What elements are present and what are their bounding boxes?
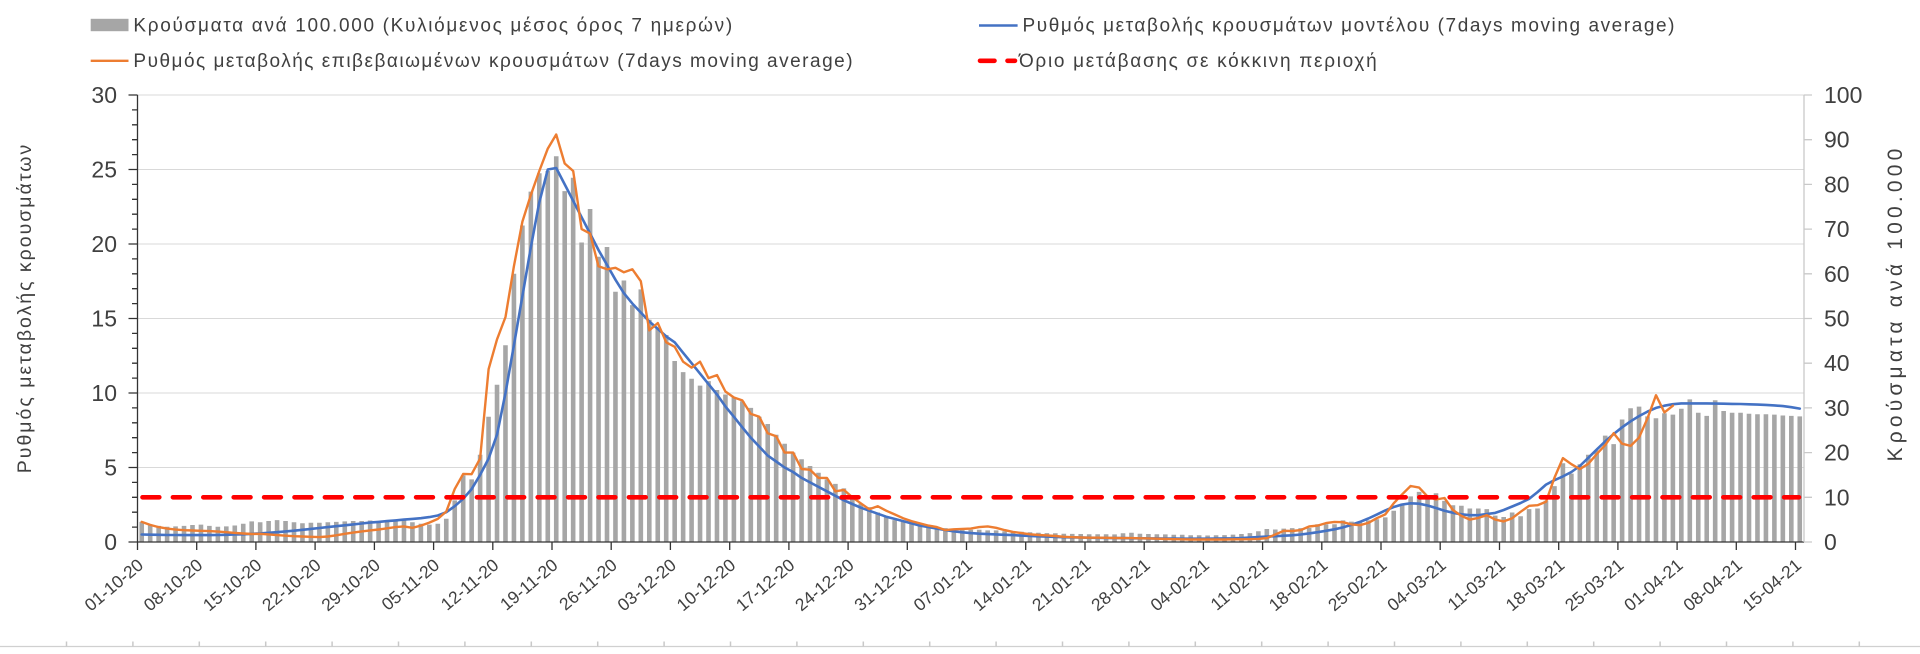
svg-text:25: 25 bbox=[91, 157, 117, 183]
svg-text:30: 30 bbox=[1824, 395, 1850, 421]
svg-text:0: 0 bbox=[104, 529, 117, 555]
svg-text:5: 5 bbox=[104, 455, 117, 481]
svg-text:0: 0 bbox=[1824, 529, 1837, 555]
svg-text:10: 10 bbox=[91, 380, 117, 406]
svg-text:Ρυθμός μεταβολής κρουσμάτων: Ρυθμός μεταβολής κρουσμάτων bbox=[14, 143, 36, 473]
svg-text:90: 90 bbox=[1824, 127, 1850, 153]
svg-text:20: 20 bbox=[1824, 440, 1850, 466]
svg-text:Όριο μετάβασης σε κόκκινη περι: Όριο μετάβασης σε κόκκινη περιοχή bbox=[1018, 51, 1378, 72]
svg-text:50: 50 bbox=[1824, 306, 1850, 332]
svg-text:10: 10 bbox=[1824, 484, 1850, 510]
svg-text:80: 80 bbox=[1824, 171, 1850, 197]
svg-text:40: 40 bbox=[1824, 350, 1850, 376]
svg-text:Κρούσματα ανά 100.000: Κρούσματα ανά 100.000 bbox=[1884, 144, 1907, 461]
svg-text:30: 30 bbox=[91, 82, 117, 108]
svg-text:Κρούσματα ανά 100.000 (Κυλιόμε: Κρούσματα ανά 100.000 (Κυλιόμενος μέσος … bbox=[133, 16, 733, 37]
svg-text:Ρυθμός μεταβολής κρουσμάτων μο: Ρυθμός μεταβολής κρουσμάτων μοντέλου (7d… bbox=[1023, 16, 1677, 37]
svg-text:20: 20 bbox=[91, 231, 117, 257]
svg-text:15: 15 bbox=[91, 306, 117, 332]
svg-text:60: 60 bbox=[1824, 261, 1850, 287]
svg-text:70: 70 bbox=[1824, 216, 1850, 242]
svg-text:100: 100 bbox=[1824, 82, 1862, 108]
svg-text:Ρυθμός μεταβολής επιβεβαιωμένω: Ρυθμός μεταβολής επιβεβαιωμένων κρουσμάτ… bbox=[133, 51, 854, 72]
